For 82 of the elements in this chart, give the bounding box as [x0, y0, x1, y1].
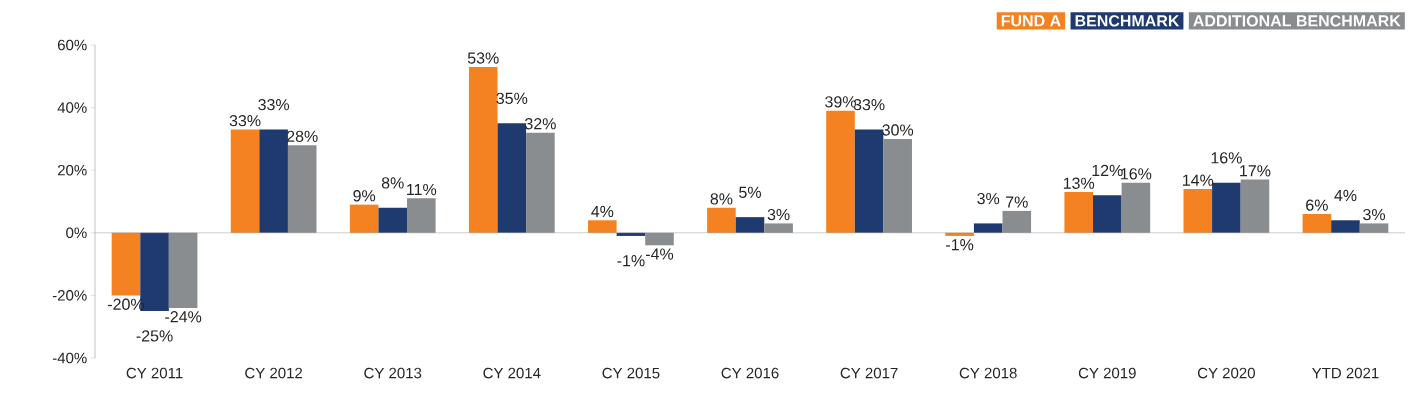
data-label: 9%	[353, 190, 376, 202]
y-tick-label: -40%	[52, 352, 87, 364]
data-label: 30%	[882, 124, 914, 136]
bar	[1240, 179, 1270, 233]
x-tick-label: CY 2018	[959, 367, 1017, 379]
bar	[230, 129, 260, 233]
x-tick-label: CY 2015	[602, 367, 660, 379]
bar	[1064, 192, 1093, 233]
data-label: 13%	[1063, 177, 1095, 189]
bar	[883, 138, 912, 233]
bar	[349, 204, 379, 233]
data-label: 3%	[767, 208, 790, 221]
data-label: 7%	[1006, 196, 1028, 208]
data-label: -25%	[136, 330, 173, 342]
bar	[526, 132, 555, 233]
x-tick-label: CY 2013	[364, 367, 422, 379]
bar	[645, 232, 674, 246]
data-label: 6%	[1306, 199, 1328, 211]
bar	[111, 232, 141, 296]
bar	[707, 207, 736, 233]
data-label: 17%	[1240, 165, 1271, 177]
data-label: 5%	[739, 186, 761, 198]
bar	[973, 223, 1003, 233]
x-tick-label: CY 2020	[1197, 367, 1255, 379]
bar	[497, 123, 527, 233]
bar	[1093, 195, 1122, 233]
data-label: 33%	[258, 98, 290, 111]
data-label: 3%	[1363, 208, 1386, 221]
y-tick-label: 60%	[57, 39, 87, 51]
y-tick-label: -20%	[52, 290, 87, 301]
y-tick-label: 20%	[57, 164, 87, 176]
data-label: 33%	[853, 98, 885, 111]
bar	[1183, 188, 1213, 233]
data-label: 12%	[1092, 164, 1123, 177]
data-label: -24%	[165, 311, 202, 323]
x-tick-label: CY 2011	[126, 367, 183, 379]
bar	[378, 207, 408, 233]
x-tick-label: CY 2016	[721, 367, 779, 379]
data-label: 32%	[525, 118, 556, 130]
data-label: 4%	[1334, 189, 1357, 202]
bar	[259, 129, 288, 233]
data-label: 8%	[710, 193, 733, 205]
bar	[945, 232, 974, 236]
data-label: 14%	[1183, 174, 1214, 186]
text: ADDITIONAL BENCHMARK	[1193, 15, 1401, 27]
x-tick-label: CY 2012	[245, 367, 303, 379]
data-label: 3%	[977, 192, 1000, 205]
text: BENCHMARK	[1075, 15, 1180, 27]
x-tick-label: CY 2014	[483, 367, 541, 379]
data-label: 8%	[381, 177, 404, 189]
data-label: 39%	[825, 96, 856, 108]
bar	[588, 220, 617, 233]
x-tick-label: CY 2019	[1078, 367, 1136, 379]
bar	[826, 110, 855, 233]
bar	[1002, 210, 1032, 233]
bar	[1121, 182, 1151, 233]
x-tick-label: YTD 2021	[1312, 367, 1379, 379]
bar	[735, 217, 765, 233]
bar	[616, 232, 646, 236]
bar	[407, 198, 436, 233]
data-label: 33%	[229, 114, 261, 127]
data-label: -1%	[946, 239, 974, 251]
bar	[468, 66, 498, 233]
bar	[168, 232, 198, 308]
data-label: 16%	[1211, 152, 1242, 164]
y-tick-label: 40%	[57, 102, 87, 113]
data-label: 16%	[1121, 168, 1152, 180]
y-tick-label: 0%	[66, 227, 87, 239]
data-label: -1%	[617, 255, 645, 267]
data-label: 4%	[591, 205, 614, 218]
bar	[1212, 182, 1241, 233]
bar	[1302, 214, 1332, 233]
data-label: 53%	[467, 52, 499, 64]
data-label: 11%	[407, 183, 437, 196]
data-label: -4%	[645, 248, 674, 260]
bar	[1331, 220, 1360, 233]
bar	[287, 145, 317, 233]
bar	[854, 129, 884, 233]
text: FUND A	[1001, 15, 1061, 27]
bar	[1359, 223, 1389, 233]
x-tick-label: CY 2017	[840, 367, 898, 379]
bar	[764, 223, 793, 233]
